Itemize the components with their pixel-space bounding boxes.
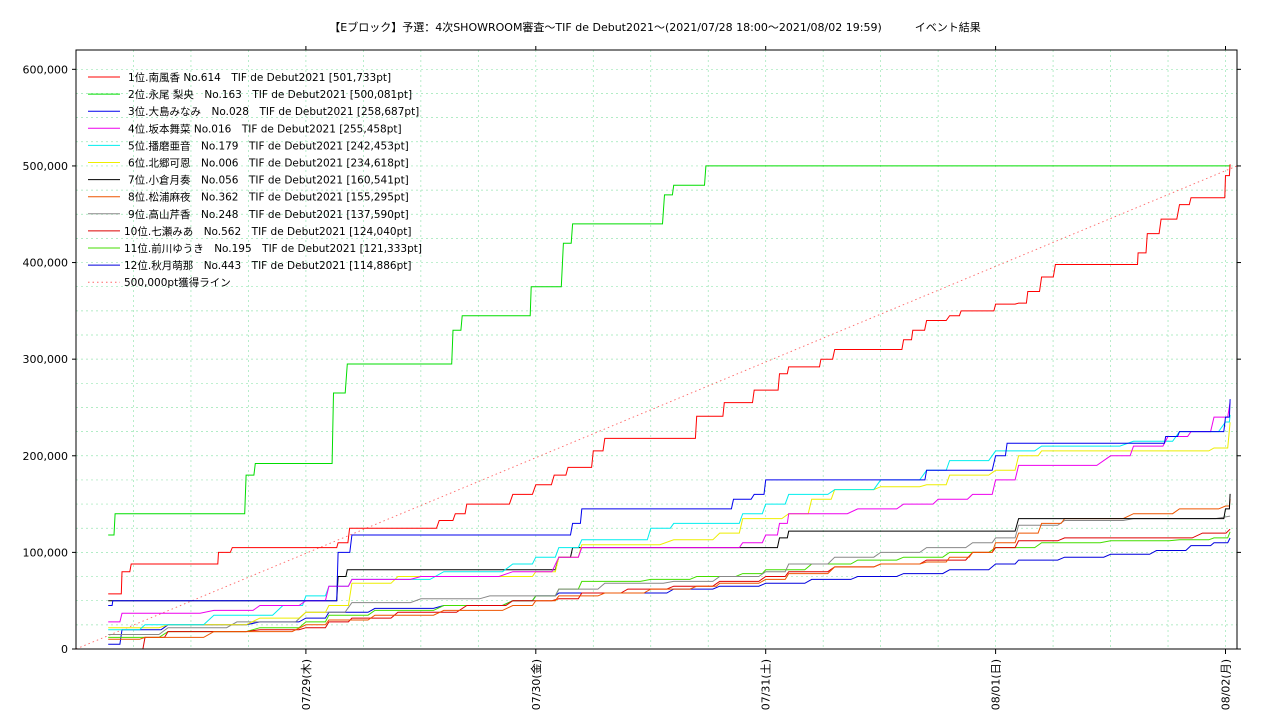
legend-entry-5: 5位.播磨亜音 No.179 TIF de Debut2021 [242,453…: [128, 139, 409, 152]
series-line-9: [108, 515, 1231, 635]
legend-entry-13: 500,000pt獲得ライン: [124, 276, 231, 289]
series-line-10: [131, 528, 1231, 650]
legend-entry-6: 6位.北郷可恩 No.006 TIF de Debut2021 [234,618…: [128, 157, 409, 170]
y-tick-label: 0: [61, 643, 68, 656]
legend-entry-12: 12位.秋月萌那 No.443 TIF de Debut2021 [114,88…: [124, 259, 411, 272]
legend-entry-2: 2位.永尾 梨央 No.163 TIF de Debut2021 [500,08…: [128, 88, 412, 101]
axes: 0 100,000 200,000 300,000 400,000 500,000 600,…: [23, 46, 1241, 710]
x-tick-label: 07/29(木): [300, 659, 313, 710]
legend: 1位.南風香 No.614 TIF de Debut2021 [501,733p…: [88, 71, 422, 289]
legend-entry-7: 7位.小倉月奏 No.056 TIF de Debut2021 [160,541…: [128, 174, 409, 187]
x-tick-label: 08/01(日): [990, 659, 1003, 710]
chart-title: 【Eブロック】予選：4次SHOWROOM審査〜TIF de Debut2021〜…: [329, 20, 981, 34]
y-tick-label: 600,000: [23, 63, 69, 76]
y-tick-label: 400,000: [23, 257, 69, 270]
x-tick-label: 07/31(土): [760, 659, 773, 710]
series-layer: [75, 164, 1238, 650]
grid: [76, 50, 1237, 649]
legend-entry-3: 3位.大島みなみ No.028 TIF de Debut2021 [258,68…: [128, 105, 419, 118]
y-tick-label: 500,000: [23, 160, 69, 173]
legend-entry-10: 10位.七瀬みあ No.562 TIF de Debut2021 [124,04…: [124, 225, 411, 238]
legend-entry-4: 4位.坂本舞菜 No.016 TIF de Debut2021 [255,458…: [128, 122, 402, 135]
legend-entry-8: 8位.松浦麻夜 No.362 TIF de Debut2021 [155,295…: [128, 191, 409, 204]
legend-entry-11: 11位.前川ゆうき No.195 TIF de Debut2021 [121,3…: [124, 242, 422, 255]
series-line-6: [108, 422, 1231, 629]
x-tick-label: 08/02(月): [1220, 659, 1233, 710]
series-line-1: [108, 164, 1231, 595]
plot-frame: [75, 49, 1238, 650]
series-line-12: [108, 537, 1231, 645]
y-tick-label: 200,000: [23, 450, 69, 463]
series-line-11: [108, 531, 1231, 638]
x-tick-label: 07/30(金): [529, 659, 543, 710]
series-line-8: [108, 498, 1231, 640]
series-line-5: [108, 414, 1231, 631]
legend-entry-9: 9位.高山芹香 No.248 TIF de Debut2021 [137,590…: [128, 208, 409, 221]
series-line-4: [108, 402, 1231, 623]
legend-entry-1: 1位.南風香 No.614 TIF de Debut2021 [501,733p…: [128, 71, 391, 84]
series-line-2: [108, 165, 1231, 536]
y-tick-label: 300,000: [23, 353, 69, 366]
series-line-3: [108, 399, 1231, 606]
y-tick-label: 100,000: [23, 546, 69, 559]
